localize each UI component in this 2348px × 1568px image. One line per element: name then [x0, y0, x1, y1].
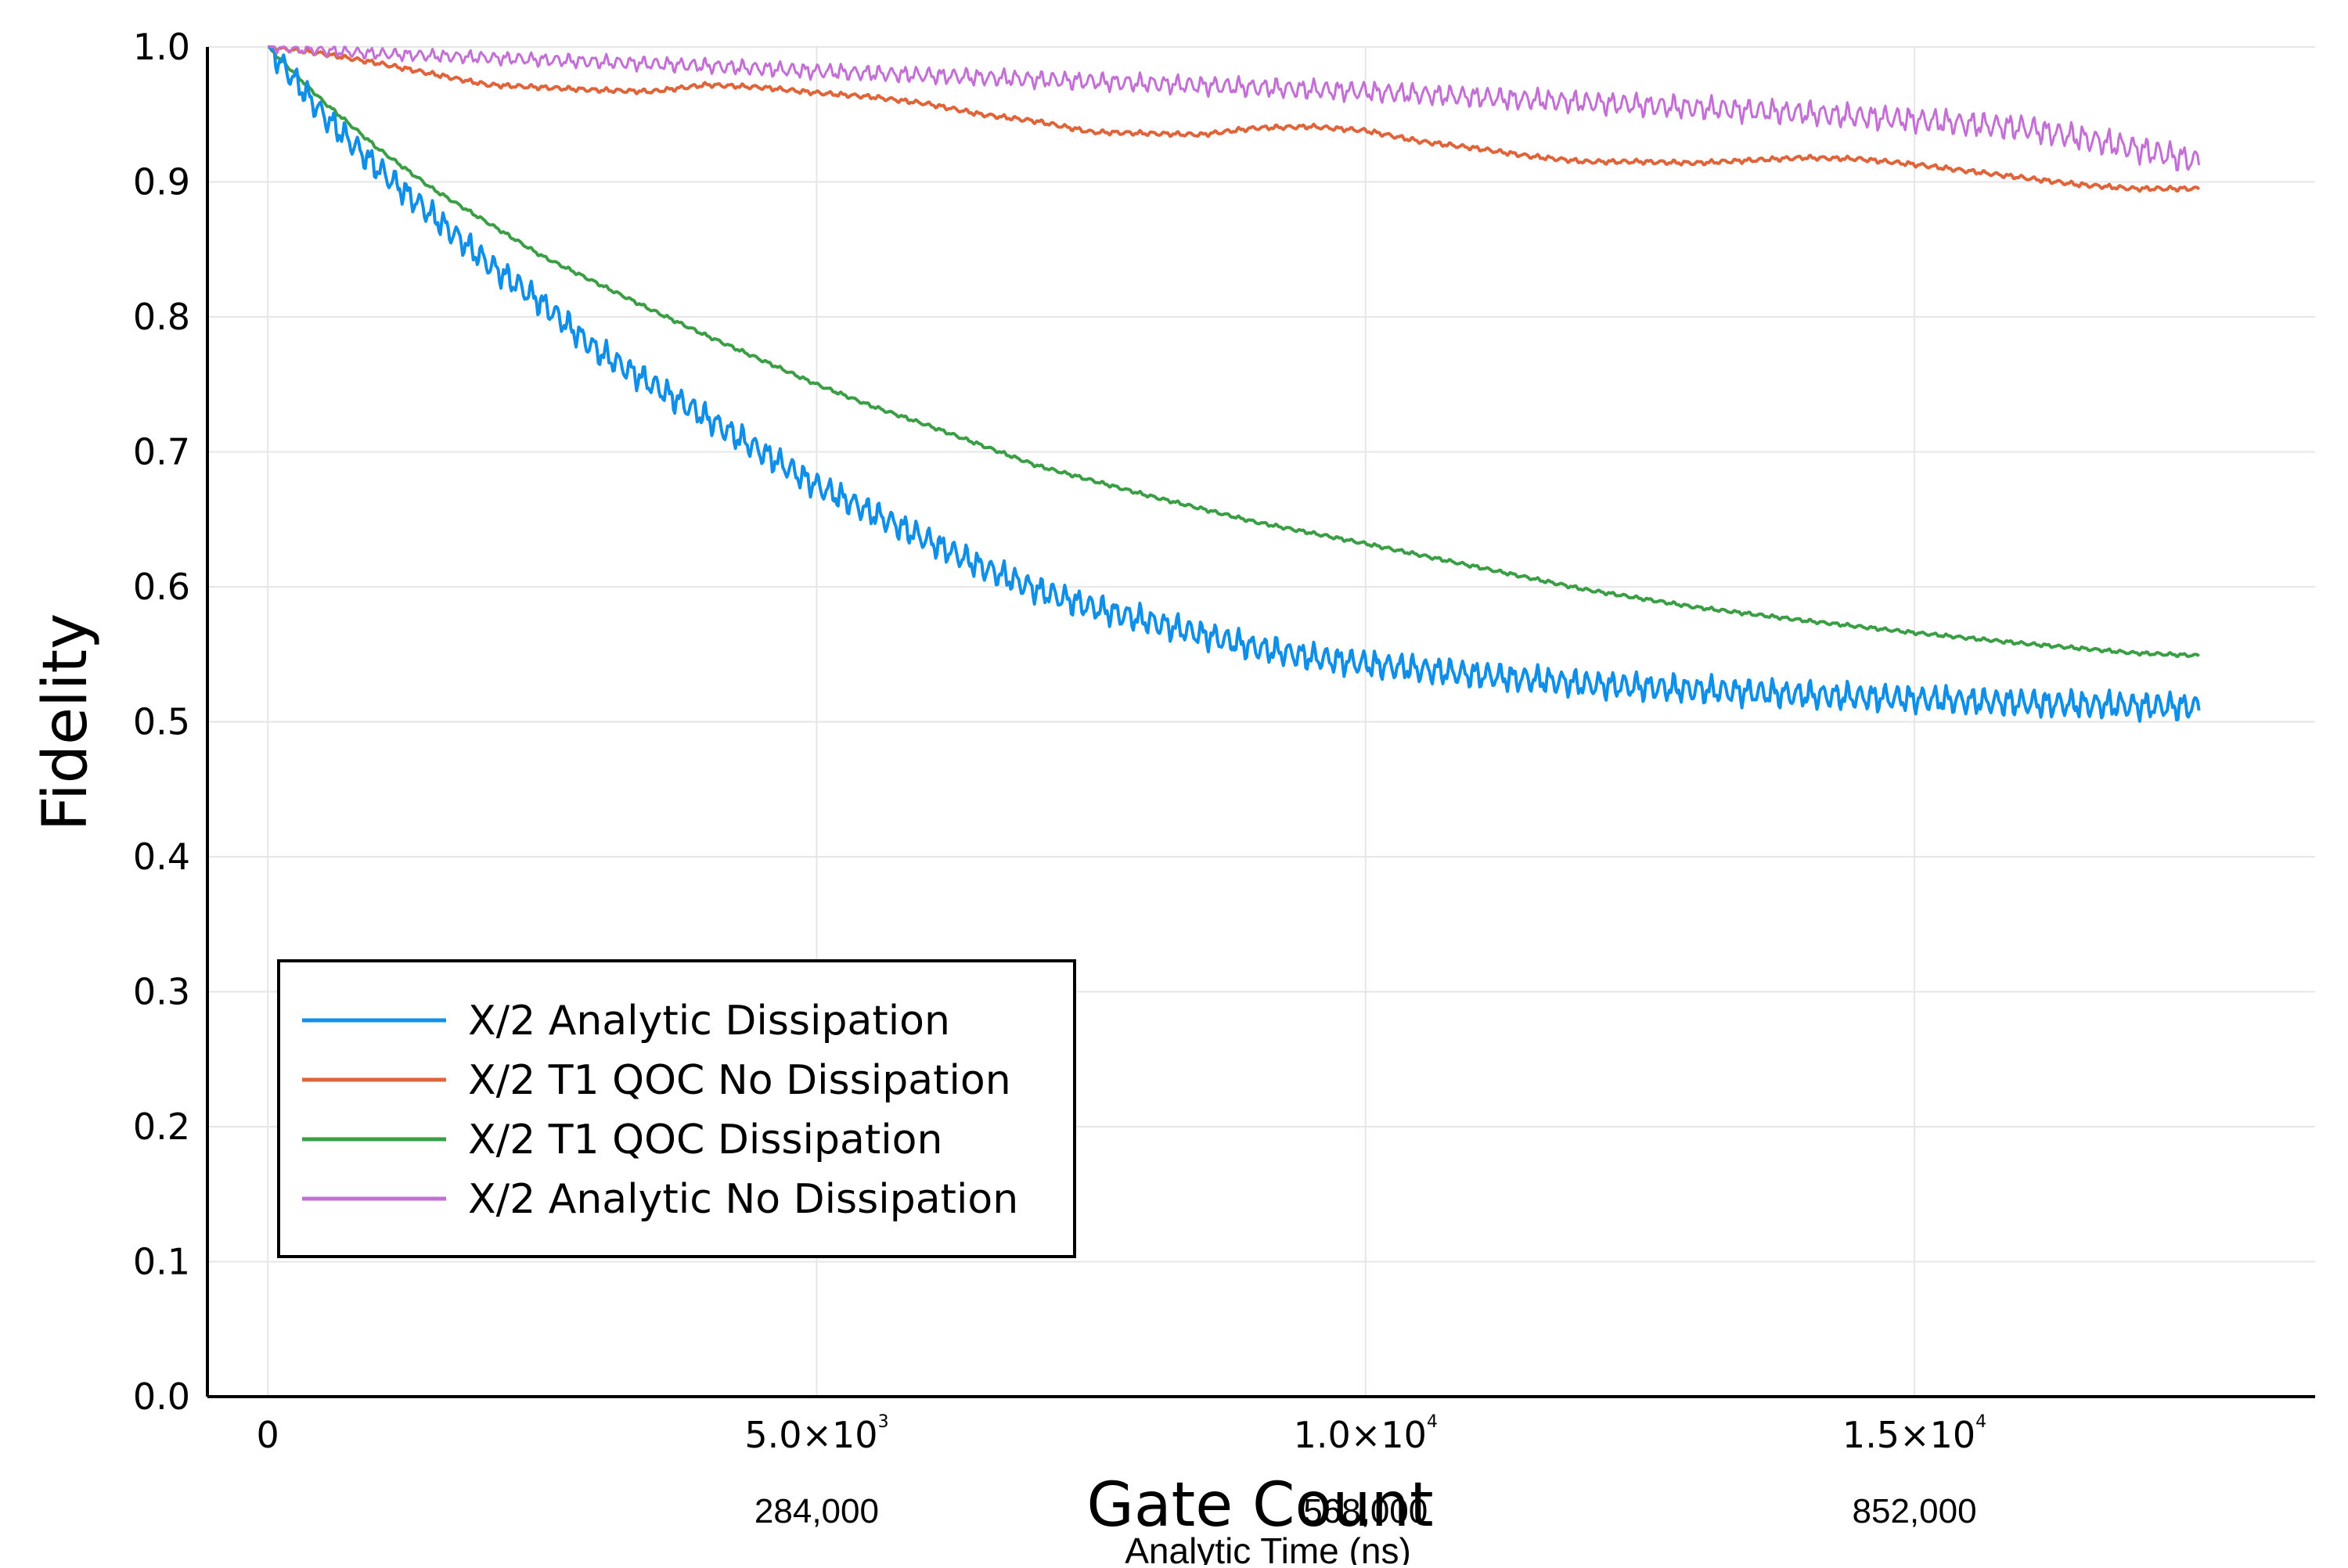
series-line-x-2-analytic-dissipation — [267, 45, 2201, 723]
axes — [206, 47, 2315, 1398]
secondary-x-tick-label: 568,000 — [1303, 1492, 1428, 1530]
series-line-x-2-t1-qoc-dissipation — [267, 45, 2200, 658]
y-tick-label: 0.7 — [133, 431, 190, 473]
series-line-x-2-t1-qoc-no-dissipation — [267, 45, 2201, 193]
grid — [207, 46, 2315, 1397]
x-tick-label: 1.5×104 — [1842, 1412, 1986, 1456]
secondary-x-tick-label: 284,000 — [754, 1492, 879, 1530]
y-tick-label: 0.2 — [133, 1106, 190, 1148]
y-tick-label: 1.0 — [133, 26, 190, 68]
y-tick-label: 0.9 — [133, 161, 190, 203]
y-axis-title: Fidelity — [31, 613, 101, 831]
x-tick-label: 1.0×104 — [1294, 1412, 1438, 1456]
legend: X/2 Analytic Dissipation X/2 T1 QOC No Di… — [277, 959, 1076, 1258]
x-tick-label: 5.0×103 — [744, 1412, 888, 1456]
y-tick-label: 0.3 — [133, 971, 190, 1013]
tick-labels: 0.0 0.1 0.2 0.3 0.4 0.5 0.6 0.7 0.8 0.9 1.0 0 5.0×10… — [133, 26, 1986, 1530]
secondary-x-tick-label: 852,000 — [1853, 1492, 1977, 1530]
y-tick-label: 0.8 — [133, 296, 190, 338]
secondary-x-axis-title: Analytic Time (ns) — [1125, 1530, 1411, 1565]
legend-label-x-2-analytic-dissipation: X/2 Analytic Dissipation — [468, 998, 950, 1045]
legend-label-x-2-t1-qoc-no-dissipation: X/2 T1 QOC No Dissipation — [468, 1057, 1011, 1104]
series-line-x-2-analytic-no-dissipation — [268, 45, 2201, 171]
y-tick-label: 0.6 — [133, 566, 190, 608]
x-tick-label: 0 — [257, 1414, 279, 1456]
y-tick-label: 0.5 — [133, 701, 190, 743]
x-axis-title: Gate Count — [1086, 1470, 1433, 1541]
legend-label-x-2-analytic-no-dissipation: X/2 Analytic No Dissipation — [468, 1176, 1018, 1223]
legend-label-x-2-t1-qoc-dissipation: X/2 T1 QOC Dissipation — [468, 1117, 942, 1163]
legend-box — [277, 959, 1076, 1258]
y-tick-label: 0.4 — [133, 836, 190, 878]
y-tick-label: 0.1 — [133, 1241, 190, 1283]
series-layer — [267, 45, 2201, 723]
y-tick-label: 0.0 — [133, 1376, 190, 1418]
